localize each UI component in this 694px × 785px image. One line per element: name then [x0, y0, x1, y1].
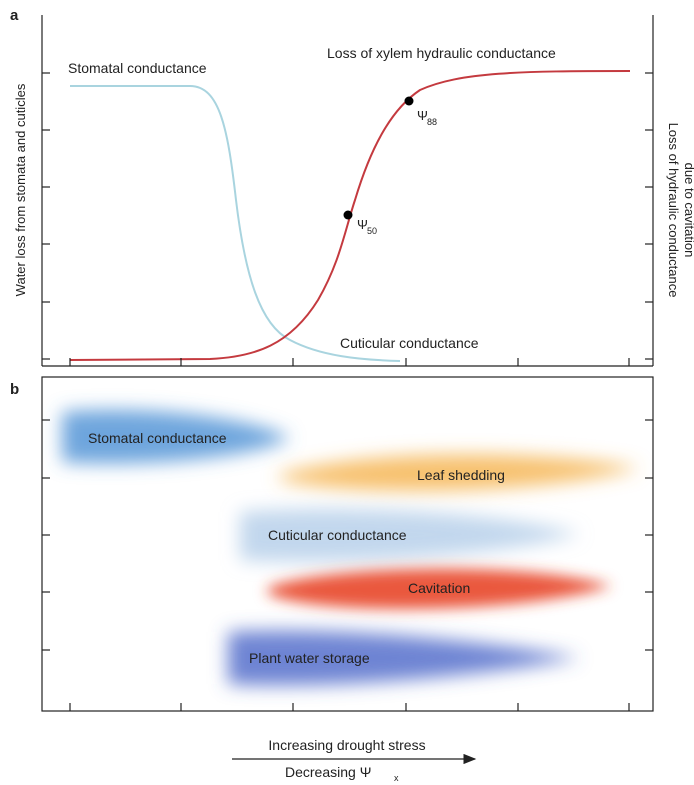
- panel-a-right-ticks: [645, 72, 653, 360]
- left-axis-label: Water loss from stomata and cuticles: [13, 83, 28, 296]
- panel-b-label: b: [10, 381, 19, 398]
- right-axis-label-line2: due to cavitation: [682, 163, 694, 258]
- band-label-cuticular-conductance: Cuticular conductance: [268, 527, 407, 543]
- band-label-cavitation: Cavitation: [408, 580, 470, 596]
- panel-a-bottom-ticks: [69, 358, 630, 366]
- band-label-leaf-shedding: Leaf shedding: [417, 467, 505, 483]
- psi88-symbol: Ψ: [417, 108, 428, 123]
- psi50-subscript: 50: [367, 226, 377, 236]
- psi88-point: [404, 96, 414, 106]
- panel-b-frame: [41, 376, 654, 712]
- psi50-point: [343, 210, 353, 220]
- stomatal-conductance-curve: [70, 85, 401, 362]
- panel-a-left-ticks: [42, 72, 50, 360]
- band-plant-water-storage: [228, 630, 580, 686]
- band-cuticular-conductance: [240, 508, 580, 562]
- band-cavitation: [268, 568, 612, 609]
- right-axis-label-line1: Loss of hydraulic conductance: [666, 123, 681, 298]
- xylem-curve-label: Loss of xylem hydraulic conductance: [327, 45, 556, 61]
- panel-b-right-ticks: [645, 419, 653, 651]
- band-stomatal-conductance: [62, 409, 290, 464]
- psi50-symbol: Ψ: [357, 217, 368, 232]
- psi88-subscript: 88: [427, 117, 437, 127]
- panel-b-left-ticks: [42, 419, 50, 651]
- x-axis-label-subscript: x: [394, 773, 399, 783]
- xylem-conductance-curve: [69, 70, 631, 361]
- panel-a-label: a: [10, 7, 19, 24]
- x-axis-label-line1: Increasing drought stress: [268, 737, 425, 753]
- cuticular-curve-label: Cuticular conductance: [340, 335, 479, 351]
- band-label-stomatal-conductance: Stomatal conductance: [88, 430, 227, 446]
- band-leaf-shedding: [280, 454, 640, 491]
- x-axis-label-line2: Decreasing Ψ: [285, 764, 371, 780]
- stomatal-curve-label: Stomatal conductance: [68, 60, 207, 76]
- panel-b-bottom-ticks: [69, 703, 630, 711]
- band-label-plant-water-storage: Plant water storage: [249, 650, 370, 666]
